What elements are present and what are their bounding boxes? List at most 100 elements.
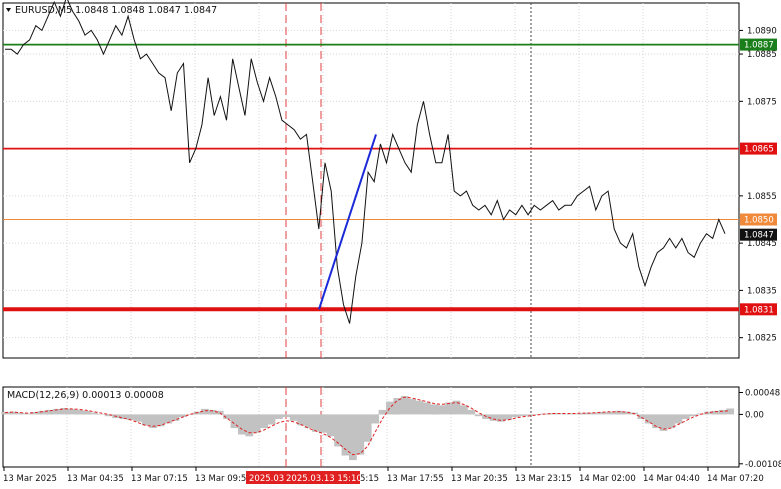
macd-histogram-bar [230,414,239,429]
time-tick-label: 13 Mar 17:55 [387,474,444,484]
macd-histogram-bar [164,414,172,424]
level-price-tag [740,38,777,51]
price-tick-label: 1.0825 [747,334,777,344]
macd-header: MACD(12,26,9) 0.00013 0.00008 [7,390,164,401]
price-series [5,0,726,324]
time-tick-label: 13 Mar 23:15 [515,474,572,484]
time-tick-label: 13 Mar 20:35 [451,474,508,484]
macd-histogram-bar [53,408,61,415]
macd-histogram-bar [208,409,217,415]
time-tick-label: 14 Mar 02:00 [579,474,636,484]
macd-histogram-bar [90,412,98,415]
macd-histogram-bar [215,410,224,415]
macd-signal-line [4,396,731,456]
macd-histogram-bar [260,414,268,429]
macd-histogram-bar [156,414,165,427]
macd-histogram-bar [474,414,483,417]
macd-histogram-bar [652,414,661,429]
level-price-label: 1.0865 [744,145,774,155]
current-price-label: 1.0847 [744,231,774,241]
macd-histogram-bar [400,396,409,415]
trend-line-segment [318,134,377,310]
time-tick-label: 14 Mar 07:20 [707,474,764,484]
price-tick-label: 1.0885 [747,50,777,60]
macd-histogram-bar [689,414,698,417]
macd-histogram-bar [519,414,527,417]
macd-histogram-bar [467,409,476,415]
macd-tick-label: 0.00048 [745,388,780,398]
macd-histogram-bar [711,410,720,415]
grid-lines [3,3,739,467]
macd-histogram-bar [423,402,431,415]
macd-histogram-bar [97,414,106,415]
level-price-label: 1.0887 [744,41,774,51]
macd-histogram-bar [297,414,305,426]
price-panel-border [2,2,740,359]
macd-histogram-bar [312,414,320,432]
macd-histogram-bar [393,398,402,415]
macd-histogram-bar [334,414,342,447]
macd-histogram-bar [667,414,675,429]
macd-histogram-bar [378,409,387,415]
macd-histogram-bar [371,414,379,424]
macd-histogram-bar [644,414,653,424]
macd-histogram-bar [149,414,158,429]
time-tick-label: 14 Mar 04:40 [643,474,700,484]
price-tick-label: 1.0890 [747,26,777,36]
macd-histogram-bar [60,408,69,415]
macd-histogram-bar [430,404,439,415]
chart-header: EURUSD,M5 1.0848 1.0848 1.0847 1.0847 [6,5,217,16]
price-line [5,0,726,324]
time-tick-label: 13 Mar 2025 [3,474,57,484]
macd-histogram-bar [363,414,372,442]
macd-histogram-bar [282,414,291,418]
macd-histogram-bar [600,412,609,415]
macd-histogram-bar [415,400,424,415]
macd-histogram-bar [349,414,357,461]
level-price-tag [740,142,777,155]
chart-frame [2,2,740,468]
macd-histogram-bar [1,412,10,415]
level-price-label: 1.0850 [744,215,774,225]
macd-histogram-bar [275,414,283,419]
macd-histogram-bar [659,414,668,431]
time-tick-label: 13 Mar 04:35 [67,474,124,484]
macd-histogram-bar [186,414,195,415]
macd-histogram-bar [16,412,24,415]
highlight-time-label: 2025.03.13 15:10 [286,474,362,484]
macd-histogram-bar [119,414,128,419]
macd-histogram-bar [637,414,646,419]
macd-histogram-bar [489,414,498,421]
macd-histogram-bar [326,414,335,437]
macd-histogram-bar [497,414,505,422]
macd-histogram-bar [460,405,468,415]
macd-histogram-bar [8,411,17,415]
macd-histogram-bar [437,405,446,415]
macd-header-text: MACD(12,26,9) 0.00013 0.00008 [7,390,164,401]
macd-histogram-bar [593,412,601,415]
macd-histogram-bar [201,408,209,415]
macd-histogram-bar [607,411,616,415]
time-tick-label-partial: 5:15 [360,474,379,484]
macd-histogram-bar [171,414,180,421]
price-tick-label: 1.0845 [747,239,777,249]
macd-histogram-bar [304,414,313,429]
macd-histogram-bar [341,414,350,456]
macd-histogram-bar [67,408,76,415]
macd-histogram-bar [511,414,520,418]
macd-histogram-bar [445,402,453,415]
macd-histogram-bar [526,414,535,416]
current-price-tag [740,228,777,241]
macd-histogram-bar [319,414,328,433]
macd-histogram-bar [127,414,135,420]
level-price-tag [740,303,777,316]
macd-histogram-bar [245,414,254,437]
macd-histogram-bar [223,414,231,419]
highlight-time-label: 2025.03 [249,474,284,484]
macd-histogram-bar [289,414,298,421]
macd-panel-border [2,386,740,468]
macd-histogram-bar [622,411,631,415]
triangle-down-icon [6,8,11,12]
highlight-time-tag [284,471,360,484]
